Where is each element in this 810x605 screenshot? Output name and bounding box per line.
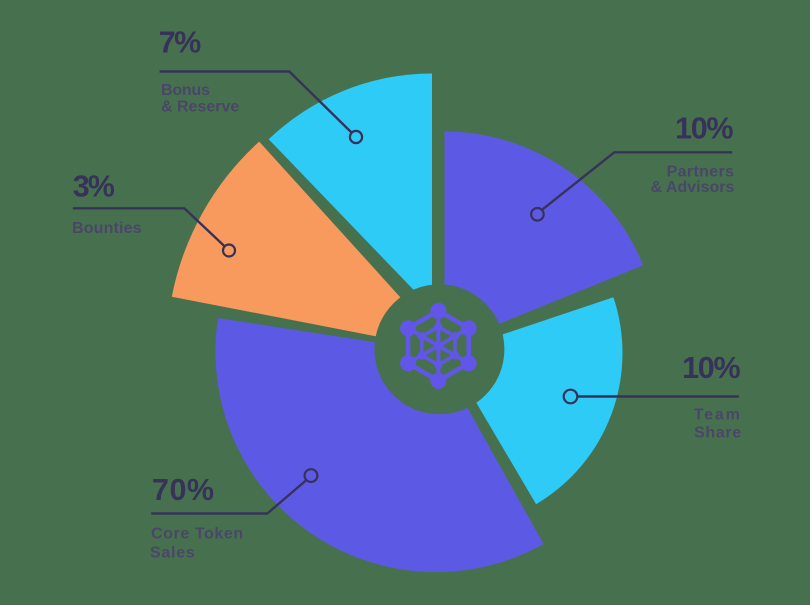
svg-text:70%: 70% bbox=[152, 473, 215, 507]
svg-text:& Advisors: & Advisors bbox=[651, 179, 735, 196]
svg-text:7%: 7% bbox=[159, 26, 201, 60]
svg-text:Partners: Partners bbox=[667, 163, 735, 180]
svg-text:Share: Share bbox=[694, 425, 742, 442]
svg-text:& Reserve: & Reserve bbox=[161, 99, 239, 116]
svg-text:3%: 3% bbox=[73, 170, 115, 204]
svg-text:Bonus: Bonus bbox=[161, 82, 210, 99]
svg-text:10%: 10% bbox=[682, 351, 740, 385]
svg-text:Team: Team bbox=[694, 407, 742, 424]
svg-text:10%: 10% bbox=[675, 112, 733, 146]
svg-text:Core Token: Core Token bbox=[151, 526, 244, 543]
svg-text:Bounties: Bounties bbox=[72, 220, 142, 237]
svg-text:Sales: Sales bbox=[150, 544, 195, 561]
